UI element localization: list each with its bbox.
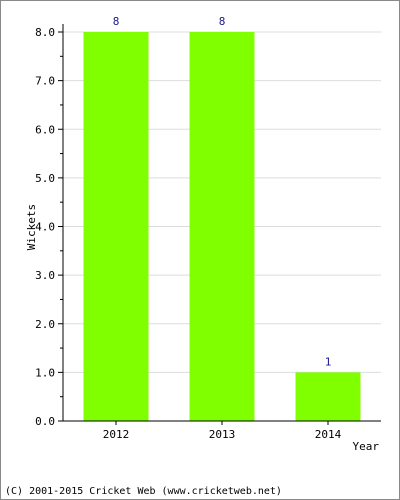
axes <box>58 24 381 425</box>
y-tick-label: 5.0 <box>35 172 55 185</box>
copyright-text: (C) 2001-2015 Cricket Web (www.cricketwe… <box>5 486 282 497</box>
x-tick-label: 2013 <box>209 428 236 441</box>
y-tick-label: 4.0 <box>35 221 55 234</box>
y-tick-label: 7.0 <box>35 75 55 88</box>
y-tick-label: 8.0 <box>35 26 55 39</box>
data-label-2014: 1 <box>325 355 332 368</box>
bars <box>83 32 361 421</box>
bar-2014 <box>295 372 361 421</box>
y-tick-labels: 0.0 1.0 2.0 3.0 4.0 5.0 6.0 7.0 8.0 <box>35 26 55 428</box>
y-tick-label: 2.0 <box>35 318 55 331</box>
data-label-2013: 8 <box>219 15 226 28</box>
data-label-2012: 8 <box>113 15 120 28</box>
x-axis-title: Year <box>353 440 380 453</box>
data-labels: 8 8 1 <box>113 15 332 368</box>
y-tick-label: 3.0 <box>35 269 55 282</box>
bar-2013 <box>189 32 255 421</box>
y-tick-label: 6.0 <box>35 123 55 136</box>
y-axis-title: Wickets <box>25 204 38 250</box>
y-tick-label: 1.0 <box>35 366 55 379</box>
x-tick-label: 2014 <box>315 428 342 441</box>
y-tick-label: 0.0 <box>35 415 55 428</box>
x-tick-labels: 2012 2013 2014 <box>103 428 342 441</box>
bar-2012 <box>83 32 149 421</box>
x-tick-label: 2012 <box>103 428 130 441</box>
